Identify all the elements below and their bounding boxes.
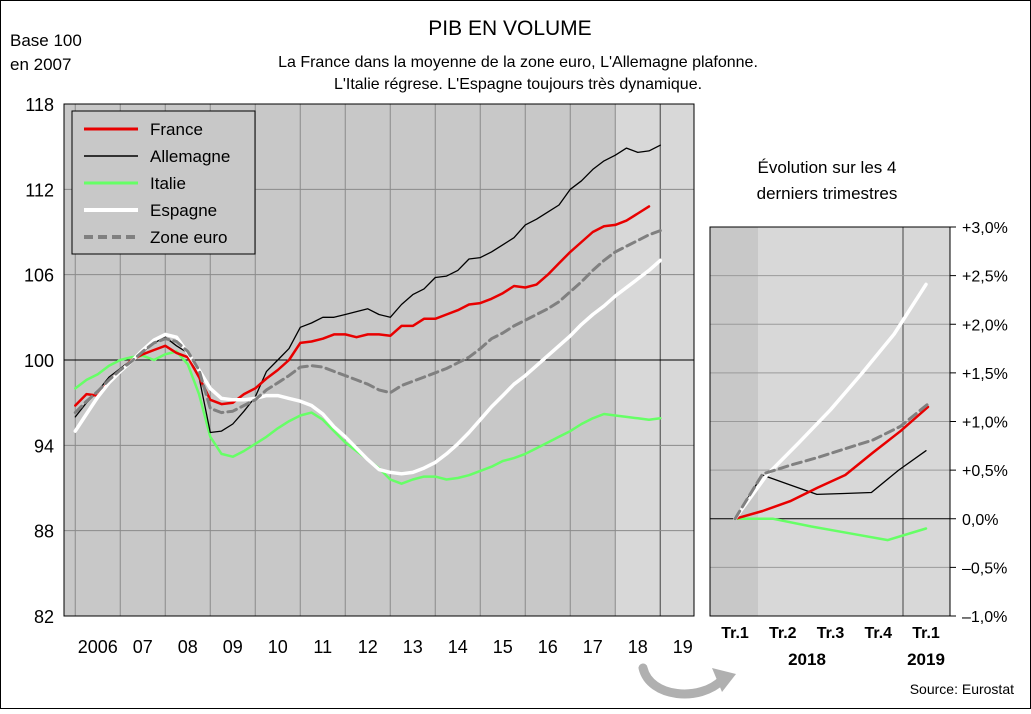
left-y-tick-label: 112 [25, 180, 54, 200]
right-year-label: 2018 [788, 650, 826, 669]
right-y-tick-label: –1,0% [962, 609, 1007, 626]
transition-arrow-icon [638, 663, 736, 699]
right-year-label: 2019 [907, 650, 945, 669]
legend-item-espagne: Espagne [84, 201, 217, 220]
source-note: Source: Eurostat [910, 681, 1014, 697]
left-x-tick-label: 13 [403, 637, 423, 657]
right-y-tick-label: –0,5% [962, 560, 1007, 577]
left-y-tick-label: 118 [25, 95, 54, 115]
right-chart: +3,0% +2,5% +2,0% +1,5% +1,0% +0,5% 0,0% –0,5% –… [709, 220, 1008, 669]
right-y-axis: +3,0% +2,5% +2,0% +1,5% +1,0% +0,5% 0,0% –0,5% –… [962, 220, 1008, 626]
series-line-france [74, 205, 651, 407]
left-x-tick-label: 17 [583, 637, 603, 657]
legend-label-espagne: Espagne [150, 201, 217, 220]
right-y-tick-label: 0,0% [962, 512, 998, 529]
right-x-tick-label: Tr.1 [912, 625, 940, 642]
right-series-line-italie [733, 517, 928, 542]
right-chart-title-line2: derniers trimestres [757, 184, 898, 203]
right-series-line-espagne [733, 282, 928, 521]
legend-label-italie: Italie [150, 174, 186, 193]
left-x-tick-label: 10 [268, 637, 288, 657]
legend-label-france: France [150, 120, 203, 139]
right-x-tick-label: Tr.3 [817, 625, 845, 642]
left-x-tick-label: 08 [178, 637, 198, 657]
right-chart-title-line1: Évolution sur les 4 [758, 158, 897, 177]
legend-item-allemagne: Allemagne [84, 147, 230, 166]
left-y-tick-label: 106 [24, 266, 54, 286]
left-plot-border [63, 103, 695, 617]
left-x-tick-label: 19 [673, 637, 693, 657]
left-y-tick-label: 82 [34, 607, 54, 627]
left-x-tick-label: 16 [538, 637, 558, 657]
right-y-tick-label: +2,0% [962, 317, 1008, 334]
series-line-zone-euro [73, 229, 662, 415]
right-y-tick-label: +0,5% [962, 463, 1008, 480]
right-y-tick-label: +3,0% [962, 220, 1008, 237]
series-line-allemagne [74, 144, 661, 434]
chart-title: PIB EN VOLUME [428, 17, 591, 40]
base-label-line2: en 2007 [10, 55, 71, 74]
legend-item-zone-euro: Zone euro [84, 228, 228, 247]
legend-label-zone-euro: Zone euro [150, 228, 228, 247]
left-y-axis: 118 112 106 100 94 88 82 [24, 95, 54, 627]
left-x-tick-label: 07 [133, 637, 153, 657]
chart-subtitle-line1: La France dans la moyenne de la zone eur… [278, 54, 758, 71]
left-series-group [73, 144, 663, 485]
left-y-tick-label: 100 [24, 351, 54, 371]
chart-subtitle-line2: L'Italie régrese. L'Espagne toujours trè… [334, 76, 702, 93]
right-x-axis: Tr.1 Tr.2 Tr.3 Tr.4 Tr.1 2018 2019 [721, 625, 945, 669]
right-x-tick-label: Tr.2 [769, 625, 797, 642]
left-x-axis: 2006 07 08 09 10 11 12 13 14 15 16 17 18 19 [78, 637, 693, 657]
left-x-tick-label: 15 [493, 637, 513, 657]
right-series-line-zone-euro [733, 402, 930, 521]
right-y-tick-label: +1,5% [962, 366, 1008, 383]
left-y-tick-label: 94 [34, 436, 54, 456]
right-series-line-france [733, 405, 930, 521]
right-x-tick-label: Tr.1 [721, 625, 749, 642]
legend-item-italie: Italie [84, 174, 186, 193]
right-plot-border [709, 226, 951, 617]
left-y-tick-label: 88 [34, 522, 54, 542]
left-x-tick-label: 09 [223, 637, 243, 657]
right-series-group [733, 282, 930, 542]
left-x-tick-label: 18 [628, 637, 648, 657]
base-label-line1: Base 100 [10, 31, 82, 50]
series-line-espagne [73, 258, 663, 476]
right-y-tick-label: +2,5% [962, 269, 1008, 286]
left-x-tick-label: 11 [313, 637, 332, 657]
legend-label-allemagne: Allemagne [150, 147, 230, 166]
right-y-tick-label: +1,0% [962, 415, 1008, 432]
left-chart: 118 112 106 100 94 88 82 2006 07 08 09 10 11 12 13 14 1… [24, 95, 695, 657]
legend: France Allemagne Italie Espagne Zone eur… [71, 110, 256, 255]
right-x-tick-label: Tr.4 [864, 625, 892, 642]
left-x-tick-label: 14 [448, 637, 468, 657]
legend-item-france: France [84, 120, 203, 139]
left-x-tick-label: 2006 [78, 637, 118, 657]
left-x-tick-label: 12 [358, 637, 378, 657]
